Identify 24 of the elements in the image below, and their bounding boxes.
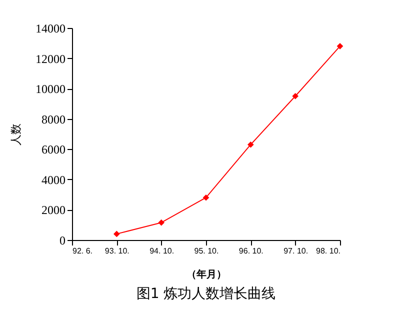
- point: [336, 43, 344, 50]
- x-axis-title: （年月）: [186, 268, 226, 280]
- y-tick-label: 0: [60, 234, 66, 248]
- point: [158, 219, 164, 226]
- x-tick-label: 92. 6.: [72, 246, 93, 256]
- x-tick-label: 97. 10.: [284, 246, 308, 256]
- y-tick-label: 10000: [36, 82, 66, 96]
- point: [202, 194, 210, 201]
- point: [248, 141, 254, 148]
- point: [292, 92, 298, 100]
- x-tick-label: 95. 10.: [194, 246, 219, 256]
- y-tick-label: 6000: [42, 142, 66, 157]
- point: [114, 230, 120, 238]
- y-tick-label: 4000: [42, 172, 66, 187]
- x-tick-label: 94. 10.: [150, 246, 174, 256]
- text: 图1 炼功人数增长曲线: [136, 286, 276, 302]
- y-tick-label: 14000: [36, 22, 66, 36]
- y-tick-label: 8000: [42, 112, 66, 126]
- x-tick-label: 98. 10.: [316, 246, 340, 256]
- x-tick-label: 93. 10.: [104, 246, 130, 256]
- y-axis-title: 人数: [10, 124, 22, 146]
- y-tick-label: 2000: [42, 203, 66, 218]
- y-tick-label: 12000: [36, 52, 66, 66]
- x-tick-label: 96. 10.: [238, 246, 264, 256]
